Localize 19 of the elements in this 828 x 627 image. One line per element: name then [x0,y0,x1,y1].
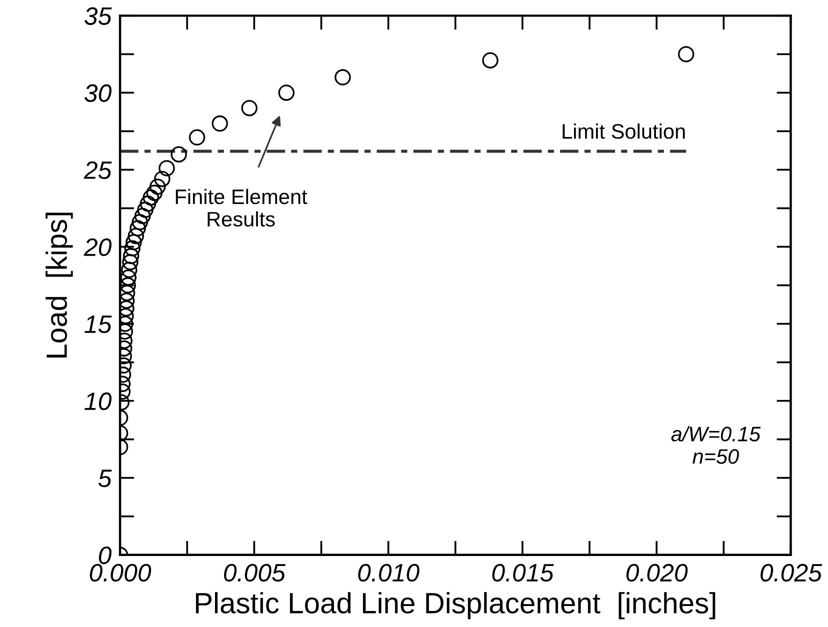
y-tick-label: 0 [98,546,112,564]
annotation: Finite Element Results [176,188,308,227]
y-tick-label: 30 [84,84,112,102]
x-tick-label: 0.020 [626,564,688,582]
y-axis-title: Load [kips] [46,212,73,358]
x-tick-label: 0.010 [358,564,420,582]
annotation: a/W=0.15 n=50 [671,426,761,464]
y-tick-label: 5 [98,470,112,488]
y-tick-label: 20 [84,238,112,256]
x-tick-label: 0.005 [224,564,286,582]
x-axis-title: Plastic Load Line Displacement [inches] [196,592,716,620]
y-tick-label: 35 [84,7,112,25]
y-tick-label: 25 [84,161,112,180]
series-label: Limit Solution [562,123,685,139]
x-tick-label: 0.015 [492,564,554,582]
y-tick-label: 15 [84,316,112,334]
y-tick-label: 10 [84,392,112,410]
x-tick-label: 0.025 [760,564,822,582]
x-tick-label: 0.000 [90,564,152,582]
